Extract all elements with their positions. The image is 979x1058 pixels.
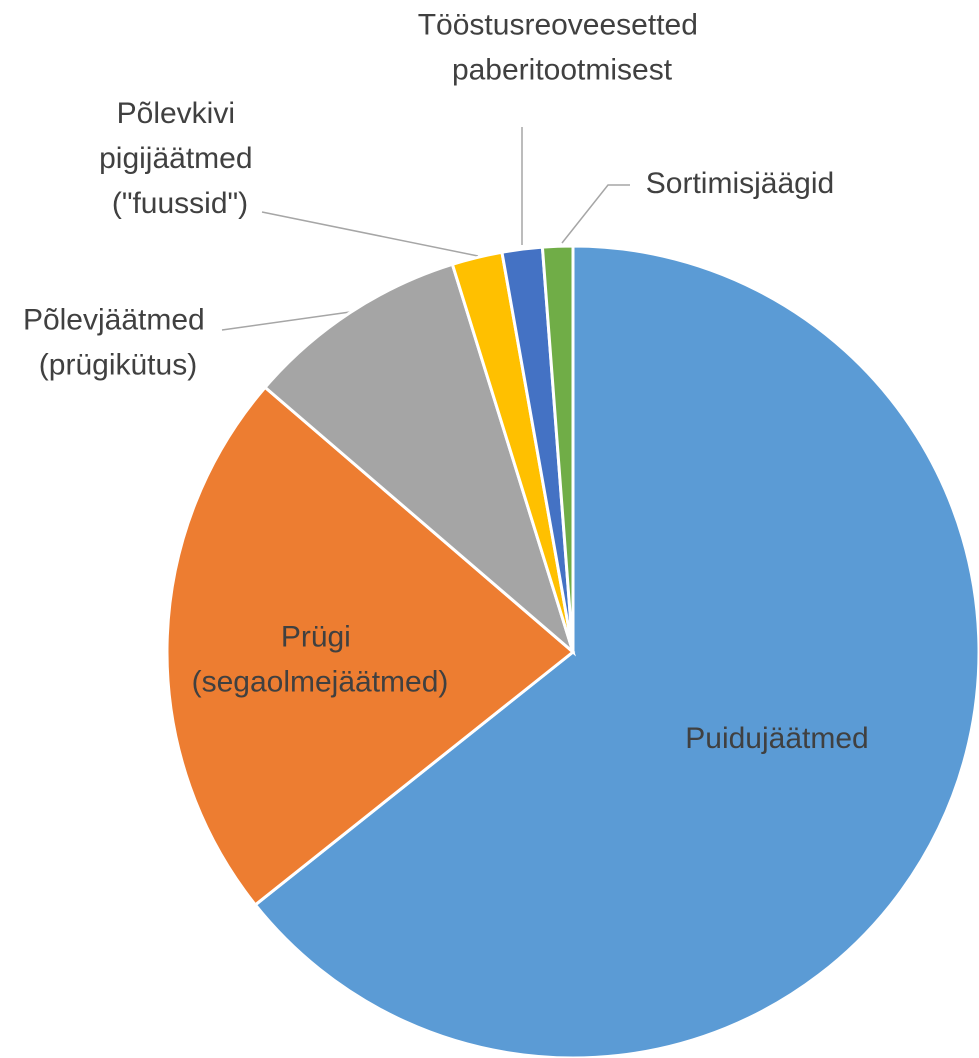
label-line: pigijäätmed [99, 142, 261, 175]
label-line: Prügi [281, 620, 359, 653]
label-line: ("fuussid") [112, 187, 248, 220]
label-line: (segaolmejäätmed) [192, 665, 449, 698]
slice-label: Puidujäätmed [685, 722, 868, 755]
slice-label: Tööstusreoveesetted paberitootmisest [418, 8, 707, 86]
label-line: Tööstusreoveesetted [418, 8, 707, 41]
pie-slice [540, 244, 575, 653]
slice-label: Põlevkivi pigijäätmed ("fuussid") [99, 97, 261, 220]
slice-label: Põlevjäätmed (prügikütus) [23, 303, 213, 381]
label-line: Põlevjäätmed [23, 303, 213, 336]
slice-label: Prügi (segaolmejäätmed) [192, 620, 449, 698]
leader-line [561, 184, 630, 244]
pie-slice [253, 244, 979, 1058]
label-line: paberitootmisest [452, 53, 673, 86]
label-line: Põlevkivi [117, 97, 244, 130]
label-line: Puidujäätmed [685, 722, 868, 755]
leader-line [221, 311, 351, 331]
pie-slice [165, 385, 576, 907]
slice-label: Sortimisjäägid [646, 167, 834, 200]
label-line: Sortimisjäägid [646, 167, 834, 200]
label-line: (prügikütus) [39, 348, 197, 381]
leader-line [261, 211, 479, 257]
pie-slice [262, 262, 576, 657]
